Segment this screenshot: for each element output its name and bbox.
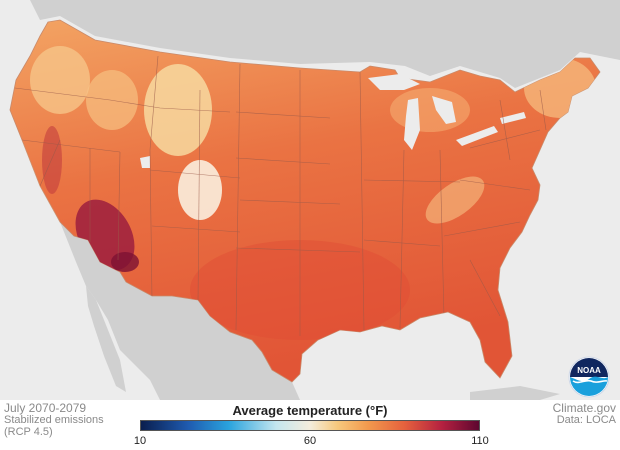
legend-tick-label: 10 (133, 435, 147, 447)
temperature-map (0, 0, 620, 400)
state-boundaries (14, 55, 547, 336)
great-salt-lake (140, 156, 150, 168)
noaa-logo-text: NOAA (577, 366, 601, 375)
legend-tick-label: 60 (303, 435, 317, 447)
lake-huron (432, 96, 456, 124)
baja-peninsula (86, 286, 126, 392)
lake-ontario (500, 112, 526, 124)
lake-superior (368, 74, 420, 90)
cuba-land (470, 386, 560, 400)
lake-michigan (404, 98, 420, 150)
source-info: Climate.gov Data: LOCA (553, 402, 616, 426)
data-credit-label: Data: LOCA (556, 414, 616, 426)
canada-land (0, 0, 620, 88)
mexico-land (60, 222, 300, 400)
legend-tick-label: 110 (471, 435, 489, 447)
footer: July 2070-2079 Stabilized emissions (RCP… (0, 400, 620, 450)
source-label: Climate.gov (552, 401, 616, 415)
map-area: NOAA (0, 0, 620, 400)
scenario-line-2: (RCP 4.5) (4, 426, 53, 438)
period-label: July 2070-2079 (4, 401, 87, 415)
legend-title: Average temperature (°F) (232, 403, 388, 418)
scenario-info: July 2070-2079 Stabilized emissions (RCP… (4, 402, 104, 438)
lake-erie (456, 126, 498, 146)
scenario-line-1: Stabilized emissions (4, 414, 104, 426)
legend-color-bar (140, 420, 480, 431)
noaa-logo-icon: NOAA (568, 356, 610, 398)
